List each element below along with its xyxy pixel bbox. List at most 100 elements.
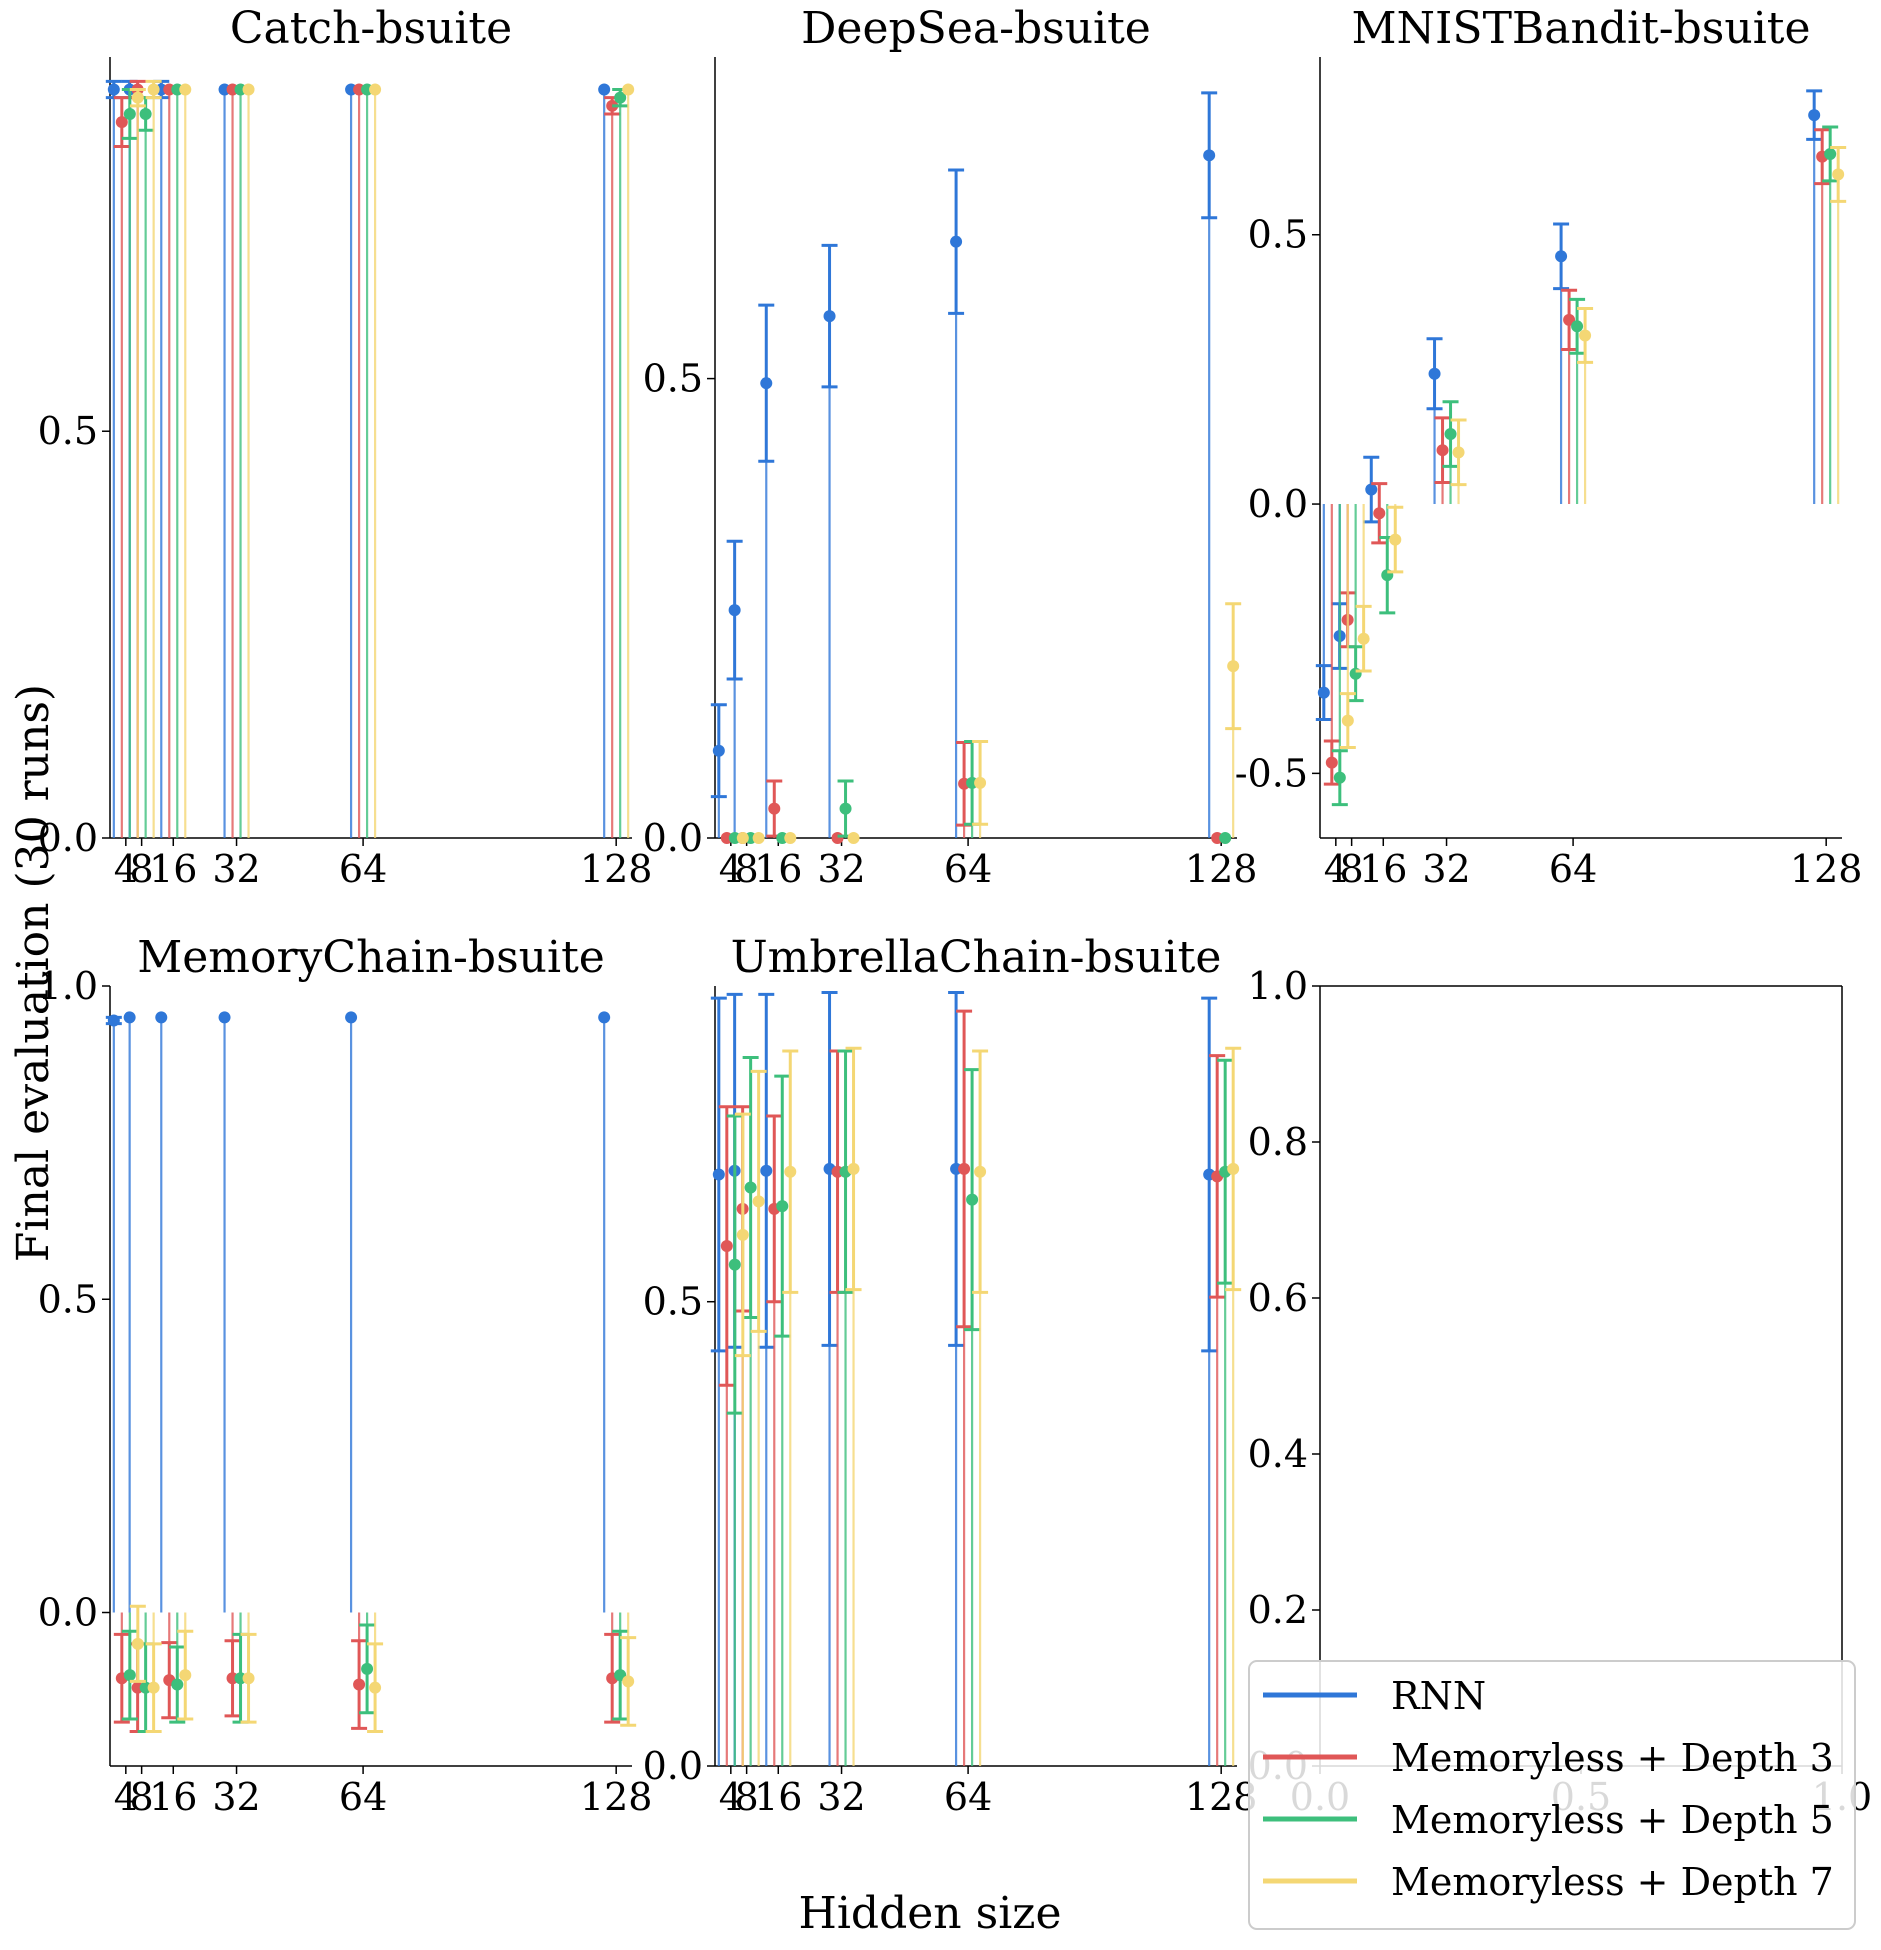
x-tick-label: 8	[130, 847, 154, 891]
data-point	[171, 1678, 184, 1691]
data-point	[712, 744, 725, 757]
data-point	[1373, 507, 1386, 520]
legend-label-depth-7: Memoryless + Depth 7	[1391, 1860, 1834, 1904]
x-tick-label: 4	[719, 1775, 743, 1819]
series-2	[718, 1009, 1226, 1766]
x-tick-label: 64	[1549, 847, 1597, 891]
x-tick-label: 32	[1422, 847, 1470, 891]
data-point	[1333, 771, 1346, 784]
x-tick-label: 16	[1359, 847, 1407, 891]
data-point	[768, 802, 781, 815]
data-point	[131, 91, 144, 104]
figure-ylabel: Final evaluation (30 runs)	[8, 684, 59, 1262]
x-tick-label: 16	[754, 1775, 802, 1819]
x-tick-label: 16	[149, 1775, 197, 1819]
panel-title: DeepSea-bsuite	[801, 3, 1151, 54]
data-point	[760, 1164, 773, 1177]
series-4	[1339, 145, 1847, 750]
data-point	[1571, 320, 1584, 333]
y-tick-label: 0.0	[1248, 482, 1308, 526]
data-point	[728, 1258, 741, 1271]
data-point	[1563, 313, 1576, 326]
series-4	[736, 602, 1242, 844]
legend-frame	[1248, 1660, 1856, 1930]
y-tick-label: 0.0	[643, 816, 703, 860]
y-tick-label: 0.5	[1248, 213, 1308, 257]
y-tick-label: 0.0	[38, 816, 98, 860]
y-tick-label: 0.6	[1248, 1276, 1308, 1320]
data-point	[179, 83, 192, 96]
data-point	[974, 776, 987, 789]
data-point	[958, 1162, 971, 1175]
x-tick-label: 8	[1340, 847, 1364, 891]
data-point	[1349, 667, 1362, 680]
x-tick-label: 128	[580, 847, 653, 891]
data-point	[1365, 483, 1378, 496]
data-point	[139, 107, 152, 120]
data-point	[760, 377, 773, 390]
legend: RNN Memoryless + Depth 3 Memoryless + De…	[1248, 1660, 1856, 1930]
data-point	[115, 116, 128, 129]
data-point	[242, 83, 255, 96]
data-point	[831, 832, 844, 844]
data-point	[744, 1181, 757, 1194]
data-point	[1227, 1162, 1240, 1175]
y-tick-label: 0.8	[1248, 1120, 1308, 1164]
data-point	[1227, 660, 1240, 673]
data-point	[598, 1011, 611, 1024]
y-tick-label: 0.2	[1248, 1588, 1308, 1632]
data-point	[1824, 147, 1837, 160]
x-tick-label: 64	[944, 1775, 992, 1819]
x-tick-label: 16	[754, 847, 802, 891]
data-point	[752, 832, 765, 844]
data-point	[736, 1228, 749, 1241]
data-point	[131, 1637, 144, 1650]
y-tick-label: 0.4	[1248, 1432, 1308, 1476]
data-point	[622, 1675, 635, 1688]
data-point	[123, 1011, 136, 1024]
x-tick-label: 4	[114, 1775, 138, 1819]
x-tick-label: 128	[1185, 847, 1258, 891]
data-point	[1219, 832, 1232, 844]
legend-item-rnn: RNN	[1263, 1674, 1486, 1718]
data-point	[1436, 444, 1449, 457]
panel-title: MNISTBandit-bsuite	[1352, 3, 1811, 54]
data-point	[1808, 109, 1821, 122]
series-4	[129, 1604, 637, 1734]
series-1	[710, 91, 1218, 838]
data-point	[123, 107, 136, 120]
data-point	[179, 1669, 192, 1682]
data-point	[345, 1011, 358, 1024]
x-tick-label: 32	[817, 1775, 865, 1819]
x-tick-label: 8	[735, 847, 759, 891]
data-point	[1317, 686, 1330, 699]
panel-title: MemoryChain-bsuite	[137, 932, 605, 983]
x-tick-label: 128	[1790, 847, 1863, 891]
figure-xlabel: Hidden size	[798, 1888, 1061, 1939]
x-tick-label: 4	[114, 847, 138, 891]
data-point	[966, 1193, 979, 1206]
x-tick-label: 32	[817, 847, 865, 891]
data-point	[107, 1014, 120, 1027]
x-tick-label: 128	[1185, 1775, 1258, 1819]
data-point	[752, 1195, 765, 1208]
data-point	[242, 1672, 255, 1685]
data-point	[218, 1011, 231, 1024]
data-point	[1444, 428, 1457, 441]
series-1	[105, 1011, 611, 1613]
y-tick-label: 0.5	[38, 409, 98, 453]
data-point	[728, 604, 741, 617]
data-point	[1555, 250, 1568, 263]
y-tick-label: 0.0	[643, 1744, 703, 1788]
x-tick-label: 4	[1324, 847, 1348, 891]
data-point	[1428, 367, 1441, 380]
data-point	[147, 1681, 160, 1694]
data-point	[1203, 149, 1216, 162]
x-tick-label: 64	[944, 847, 992, 891]
data-point	[369, 83, 382, 96]
x-tick-label: 32	[212, 1775, 260, 1819]
